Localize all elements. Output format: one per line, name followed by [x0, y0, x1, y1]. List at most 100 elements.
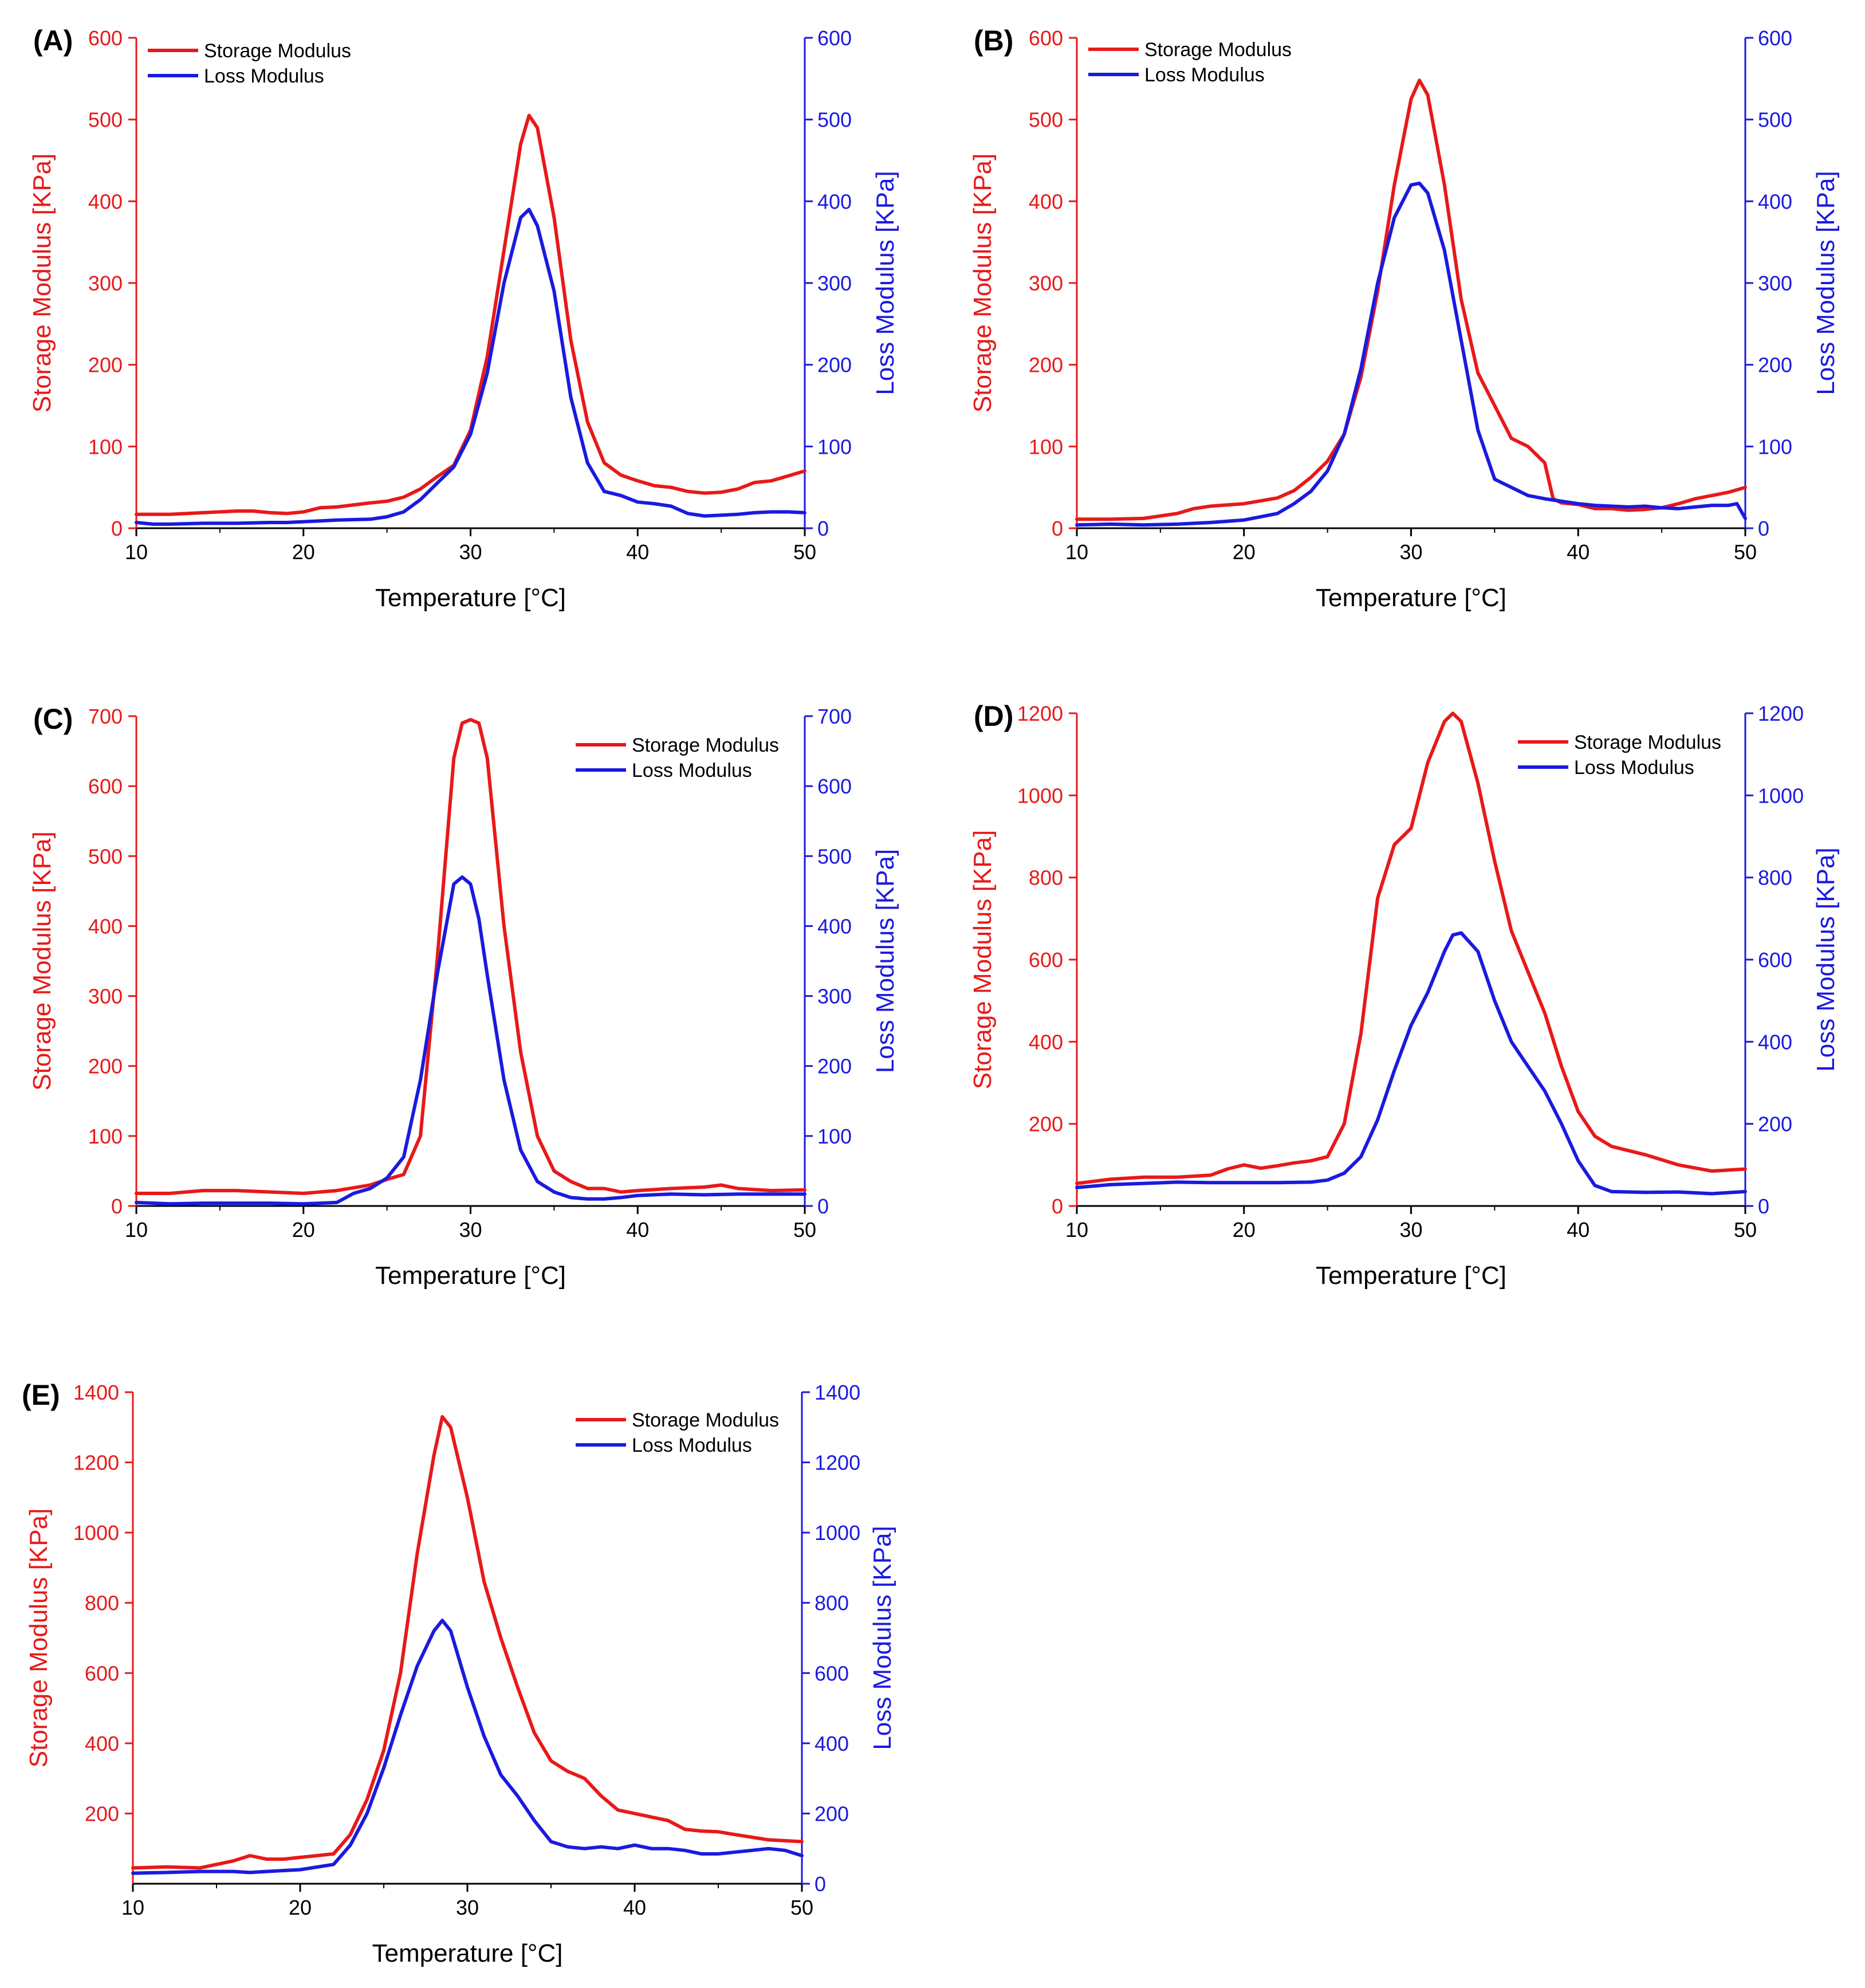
- chart-panel: (A)10 20 30 40 50010020030040050060001002003…: [28, 25, 899, 612]
- right-y-tick-label: 300: [817, 272, 852, 295]
- x-tick-label: 40: [626, 1218, 649, 1241]
- left-y-tick-label: 800: [85, 1592, 119, 1615]
- x-tick-label: 40: [623, 1896, 646, 1919]
- x-tick-label: 50: [793, 1218, 816, 1241]
- left-y-tick-label: 600: [88, 26, 123, 50]
- left-y-tick-label: 400: [1029, 1030, 1063, 1054]
- legend-label: Loss Modulus: [632, 760, 752, 781]
- x-tick-label: 20: [292, 540, 315, 564]
- left-y-tick-label: 600: [1029, 948, 1063, 972]
- x-tick-label: 30: [459, 1218, 482, 1241]
- right-y-tick-label: 400: [1758, 1030, 1792, 1054]
- x-axis-title: Temperature [°C]: [375, 584, 566, 612]
- left-y-tick-label: 500: [88, 844, 123, 868]
- right-y-tick-label: 600: [817, 26, 852, 50]
- legend-label: Storage Modulus: [632, 1409, 779, 1431]
- x-tick-label: 50: [1734, 540, 1757, 564]
- chart-panel: (E) 10 20 30 40 50 200 400 600 800 1000 1200 1400 0 20…: [22, 1379, 896, 1967]
- right-y-tick-label: 200: [817, 1055, 852, 1078]
- left-y-tick-label: 400: [88, 190, 123, 213]
- left-y-tick-label: 400: [85, 1732, 119, 1755]
- left-y-tick-label: 600: [85, 1661, 119, 1685]
- storage-modulus-line: [135, 718, 806, 1195]
- right-y-tick-label: 1000: [1758, 784, 1804, 807]
- right-y-tick-label: 500: [817, 844, 852, 868]
- left-y-tick-label: 200: [88, 353, 123, 377]
- storage-modulus-line: [1075, 78, 1747, 521]
- right-y-axis-title: Loss Modulus [KPa]: [871, 849, 899, 1073]
- left-y-tick-label: 500: [88, 108, 123, 132]
- right-y-tick-label: 800: [1758, 866, 1792, 890]
- x-tick-label: 30: [456, 1896, 479, 1919]
- left-y-tick-label: 300: [1029, 272, 1063, 295]
- chart-panel: (B)10 20 30 40 50010020030040050060001002003…: [969, 25, 1840, 612]
- right-y-tick-label: 200: [817, 353, 852, 377]
- left-y-tick-label: 600: [88, 775, 123, 798]
- right-y-tick-label: 200: [1758, 1113, 1792, 1136]
- right-y-tick-label: 400: [817, 190, 852, 213]
- right-y-tick-label: 1400: [815, 1381, 860, 1404]
- right-y-tick-label: 100: [1758, 435, 1792, 458]
- right-y-axis-title: Loss Modulus [KPa]: [1812, 171, 1840, 395]
- x-tick-label: 50: [790, 1896, 813, 1919]
- loss-modulus-line: [135, 875, 806, 1206]
- x-tick-label: 20: [292, 1218, 315, 1241]
- legend-label: Storage Modulus: [1144, 39, 1292, 61]
- x-tick-label: 30: [1399, 540, 1422, 564]
- right-y-tick-label: 400: [817, 914, 852, 938]
- x-tick-label: 40: [1567, 1218, 1589, 1241]
- right-y-tick-label: 200: [815, 1802, 849, 1825]
- panel-label: (A): [33, 25, 73, 57]
- left-y-tick-label: 300: [88, 272, 123, 295]
- right-y-tick-label: 600: [1758, 26, 1792, 50]
- left-y-tick-label: 200: [1029, 353, 1063, 377]
- right-y-tick-label: 600: [817, 775, 852, 798]
- panel-label: (E): [22, 1379, 60, 1411]
- x-tick-label: 30: [459, 540, 482, 564]
- right-y-tick-label: 300: [1758, 272, 1792, 295]
- x-tick-label: 20: [1233, 1218, 1256, 1241]
- left-y-tick-label: 200: [88, 1055, 123, 1078]
- left-y-axis-title: Storage Modulus [KPa]: [28, 831, 56, 1090]
- x-tick-label: 10: [1065, 540, 1088, 564]
- x-tick-label: 50: [793, 540, 816, 564]
- right-y-tick-label: 800: [815, 1592, 849, 1615]
- x-tick-label: 40: [626, 540, 649, 564]
- legend-label: Storage Modulus: [204, 40, 351, 62]
- legend-label: Storage Modulus: [1574, 732, 1721, 753]
- x-tick-label: 30: [1399, 1218, 1422, 1241]
- right-y-tick-label: 500: [817, 108, 852, 132]
- x-axis-title: Temperature [°C]: [372, 1939, 562, 1967]
- right-y-tick-label: 100: [817, 1125, 852, 1148]
- right-y-tick-label: 600: [1758, 948, 1792, 972]
- left-y-axis-title: Storage Modulus [KPa]: [28, 154, 56, 412]
- left-y-tick-label: 300: [88, 985, 123, 1008]
- legend-label: Storage Modulus: [632, 734, 779, 756]
- right-y-tick-label: 0: [815, 1872, 826, 1896]
- x-tick-label: 50: [1734, 1218, 1757, 1241]
- left-y-tick-label: 100: [88, 435, 123, 458]
- left-y-tick-label: 400: [1029, 190, 1063, 213]
- storage-modulus-line: [131, 1415, 804, 1870]
- legend-label: Loss Modulus: [204, 65, 324, 87]
- left-y-tick-label: 700: [88, 705, 123, 728]
- right-y-tick-label: 400: [1758, 190, 1792, 213]
- left-y-axis-title: Storage Modulus [KPa]: [969, 830, 997, 1089]
- x-tick-label: 40: [1567, 540, 1589, 564]
- left-y-tick-label: 500: [1029, 108, 1063, 132]
- legend-label: Loss Modulus: [632, 1435, 752, 1456]
- right-y-tick-label: 700: [817, 705, 852, 728]
- left-y-tick-label: 0: [1052, 517, 1063, 540]
- storage-modulus-line: [1075, 712, 1747, 1185]
- left-y-tick-label: 200: [1029, 1113, 1063, 1136]
- right-y-tick-label: 0: [817, 1195, 829, 1218]
- left-y-tick-label: 1200: [73, 1451, 119, 1475]
- x-axis-title: Temperature [°C]: [1316, 584, 1506, 612]
- left-y-tick-label: 1000: [73, 1521, 119, 1545]
- right-y-tick-label: 500: [1758, 108, 1792, 132]
- left-y-tick-label: 0: [111, 517, 123, 540]
- right-y-axis-title: Loss Modulus [KPa]: [1812, 847, 1840, 1071]
- chart-panel: (D)10 20 30 40 50020040060080010001200020040…: [969, 700, 1840, 1290]
- right-y-axis-title: Loss Modulus [KPa]: [868, 1526, 896, 1750]
- x-tick-label: 10: [125, 1218, 148, 1241]
